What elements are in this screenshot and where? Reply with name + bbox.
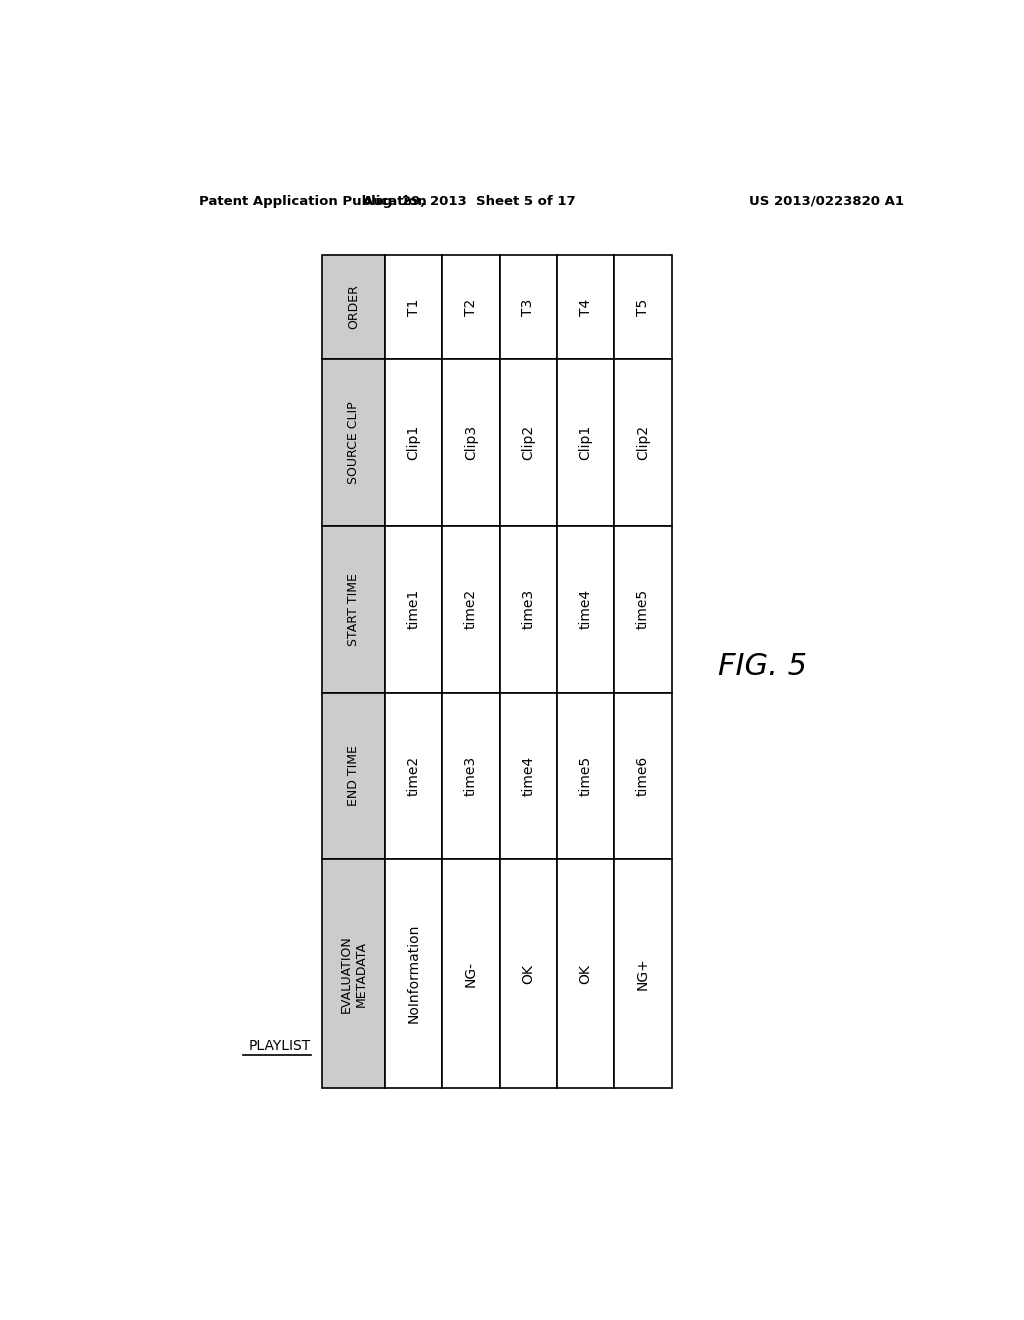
Text: T1: T1 [407, 298, 421, 315]
Text: NoInformation: NoInformation [407, 924, 421, 1023]
Bar [385, 255, 442, 359]
Text: Clip2: Clip2 [636, 425, 650, 461]
Bar [557, 525, 614, 693]
Text: ORDER: ORDER [347, 285, 360, 330]
Text: Aug. 29, 2013  Sheet 5 of 17: Aug. 29, 2013 Sheet 5 of 17 [362, 194, 575, 207]
Text: time3: time3 [521, 589, 536, 630]
Text: FIG. 5: FIG. 5 [719, 652, 807, 681]
Text: T5: T5 [636, 298, 650, 315]
Text: NG+: NG+ [636, 957, 650, 990]
Text: time6: time6 [636, 756, 650, 796]
Bar [442, 525, 500, 693]
Bar [557, 693, 614, 859]
Text: time1: time1 [407, 589, 421, 630]
Bar [500, 255, 557, 359]
Text: OK: OK [579, 964, 593, 983]
Text: US 2013/0223820 A1: US 2013/0223820 A1 [749, 194, 904, 207]
Text: EVALUATION
METADATA: EVALUATION METADATA [340, 935, 368, 1012]
Bar [323, 859, 385, 1089]
Text: START TIME: START TIME [347, 573, 360, 645]
Text: time2: time2 [464, 589, 478, 630]
Text: Clip3: Clip3 [464, 425, 478, 461]
Bar [614, 859, 672, 1089]
Text: Clip2: Clip2 [521, 425, 536, 461]
Bar [557, 255, 614, 359]
Bar [442, 359, 500, 525]
Bar [323, 359, 385, 525]
Text: T4: T4 [579, 298, 593, 315]
Bar [557, 859, 614, 1089]
Bar [557, 359, 614, 525]
Bar [500, 693, 557, 859]
Text: T3: T3 [521, 298, 536, 315]
Bar [500, 525, 557, 693]
Bar [385, 359, 442, 525]
Bar [323, 693, 385, 859]
Text: time5: time5 [636, 589, 650, 630]
Text: SOURCE CLIP: SOURCE CLIP [347, 401, 360, 484]
Bar [385, 693, 442, 859]
Bar [500, 359, 557, 525]
Text: T2: T2 [464, 298, 478, 315]
Bar [614, 359, 672, 525]
Bar [323, 525, 385, 693]
Text: Clip1: Clip1 [579, 425, 593, 461]
Bar [323, 255, 385, 359]
Text: time4: time4 [579, 589, 593, 630]
Text: time4: time4 [521, 756, 536, 796]
Bar [614, 525, 672, 693]
Bar [385, 525, 442, 693]
Text: Clip1: Clip1 [407, 425, 421, 461]
Bar [614, 255, 672, 359]
Text: time2: time2 [407, 756, 421, 796]
Text: time3: time3 [464, 756, 478, 796]
Text: time5: time5 [579, 756, 593, 796]
Text: PLAYLIST: PLAYLIST [248, 1039, 310, 1053]
Bar [614, 693, 672, 859]
Text: Patent Application Publication: Patent Application Publication [200, 194, 427, 207]
Bar [500, 859, 557, 1089]
Bar [385, 859, 442, 1089]
Bar [442, 693, 500, 859]
Bar [442, 859, 500, 1089]
Text: NG-: NG- [464, 961, 478, 987]
Text: OK: OK [521, 964, 536, 983]
Text: END TIME: END TIME [347, 746, 360, 807]
Bar [442, 255, 500, 359]
